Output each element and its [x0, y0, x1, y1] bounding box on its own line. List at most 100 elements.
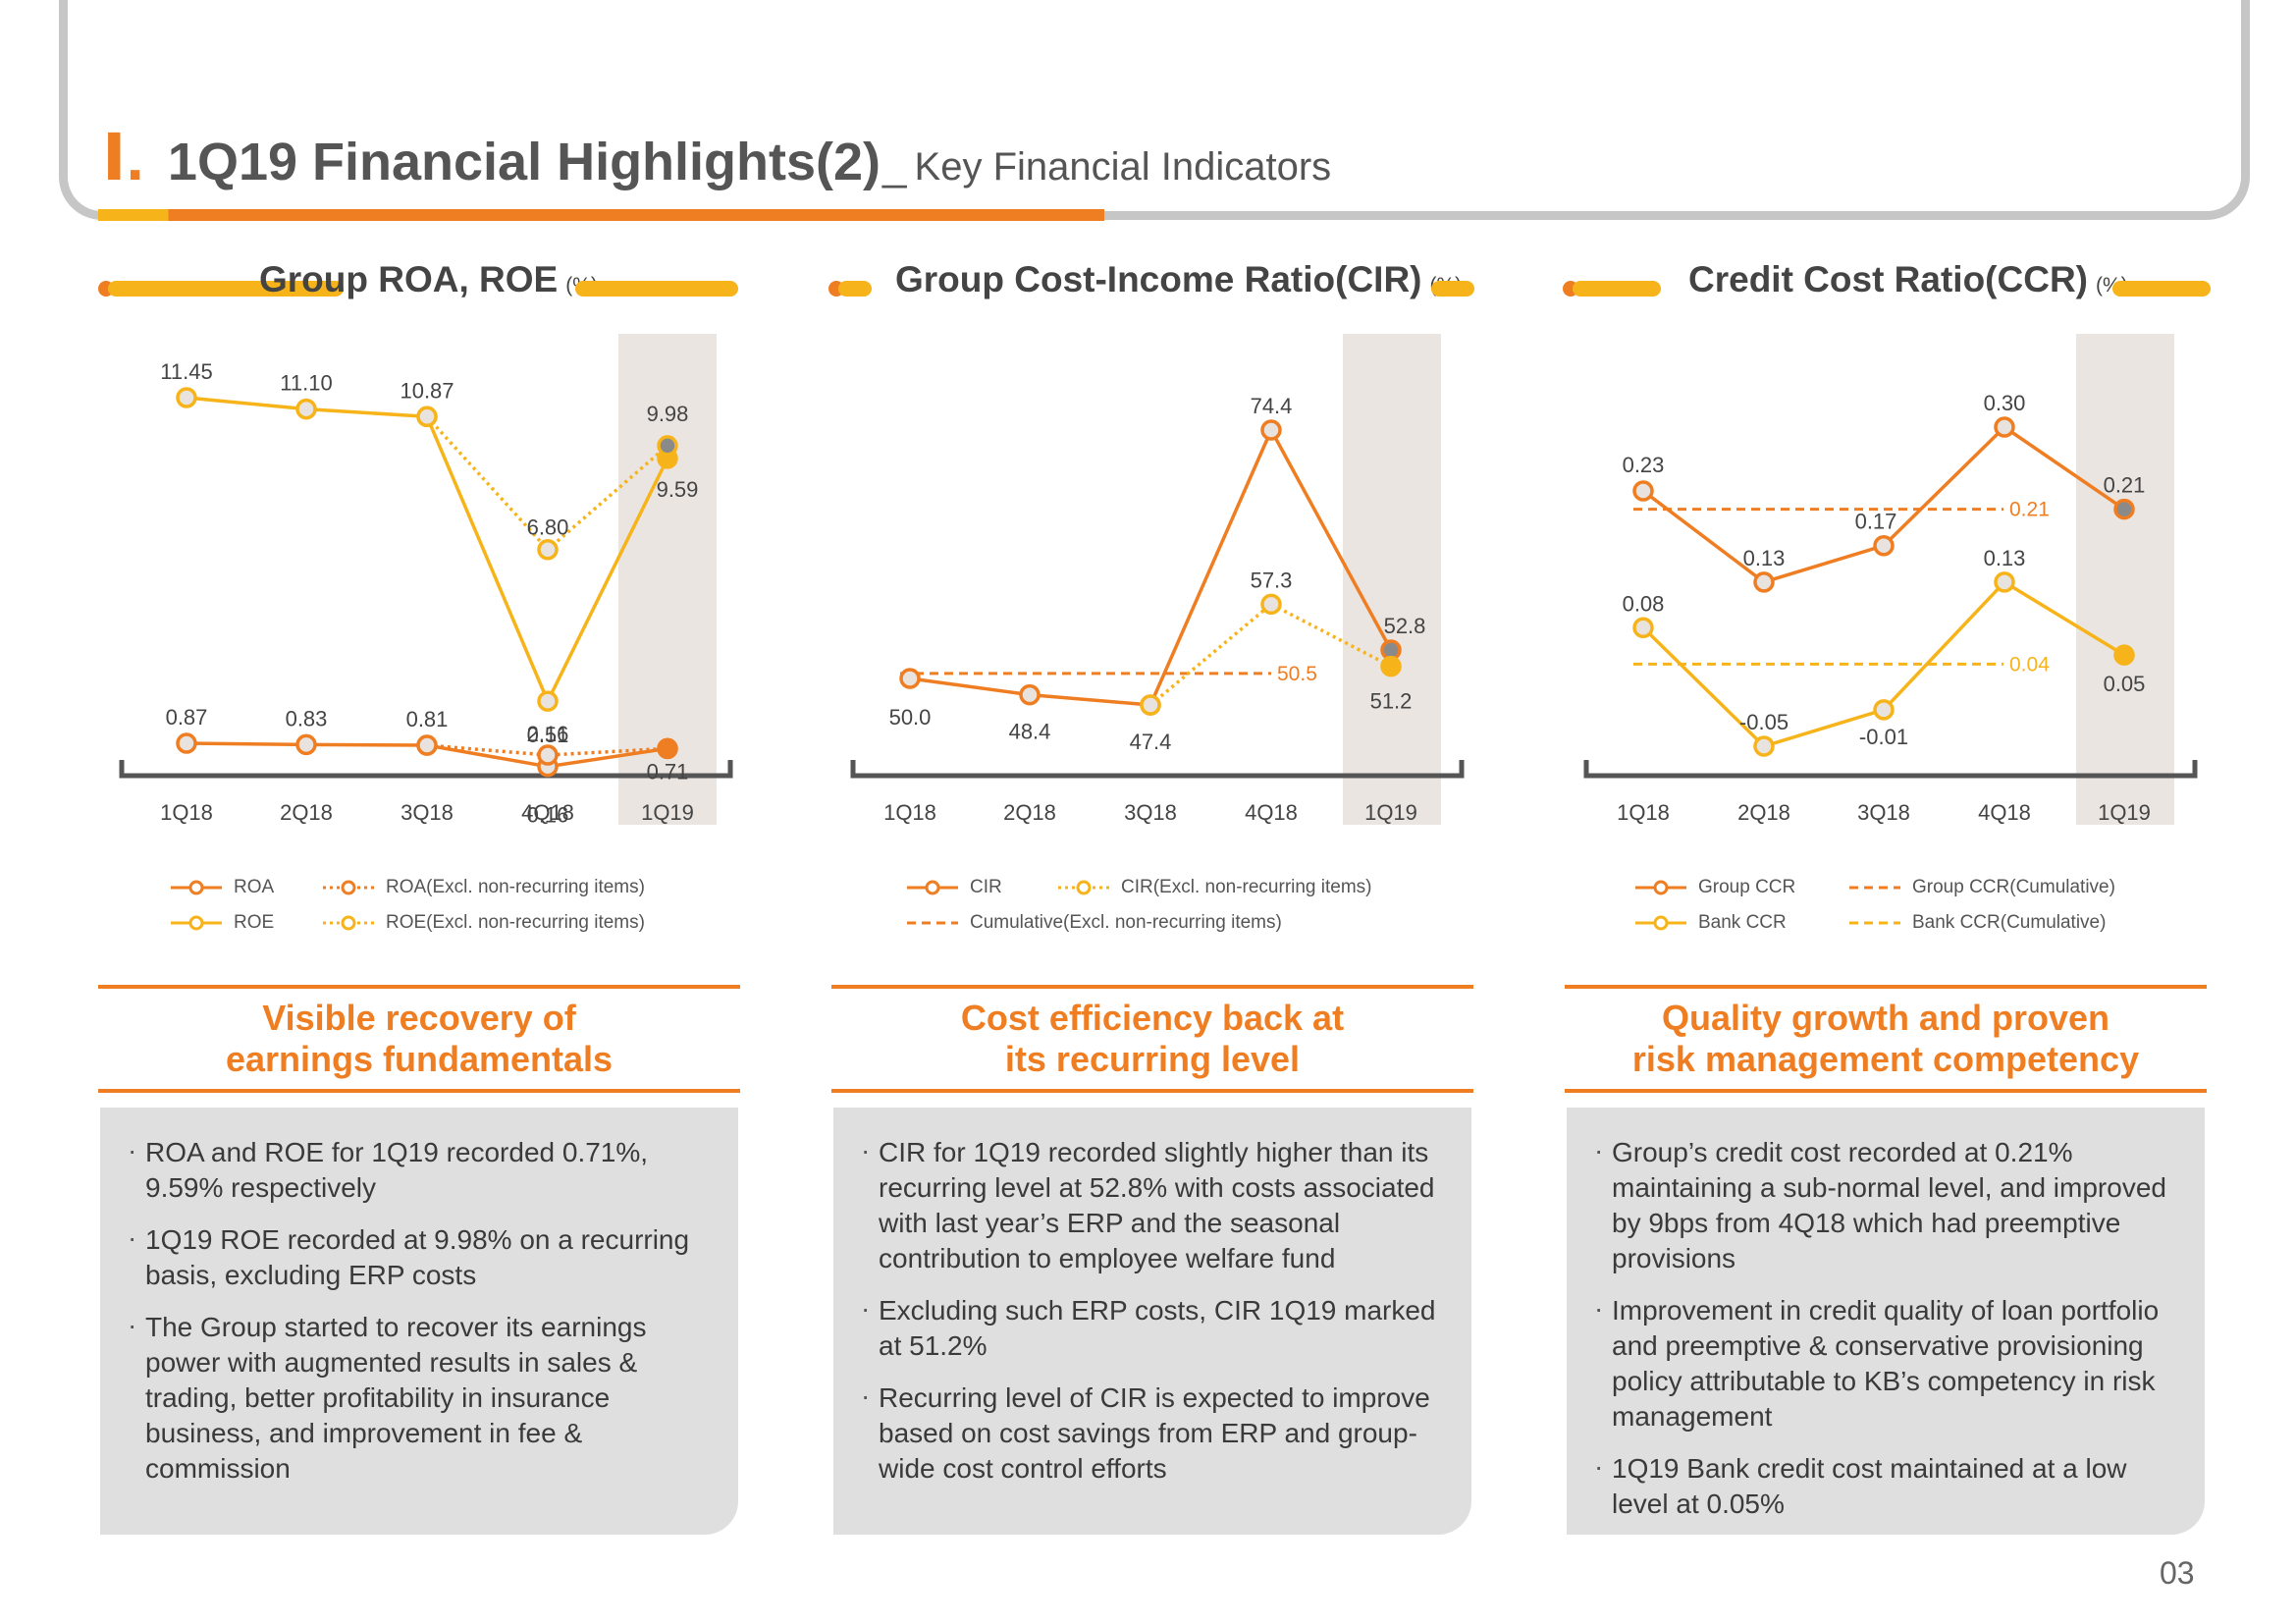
- x-tick-label: 3Q18: [400, 800, 454, 825]
- data-label: 0.83: [286, 706, 328, 731]
- data-label: 47.4: [1130, 730, 1172, 754]
- data-point: [537, 538, 559, 561]
- legend-item: ROA(Excl. non-recurring items): [321, 877, 645, 898]
- data-label: 0.81: [406, 707, 449, 731]
- chart-title-ccr: Credit Cost Ratio(CCR) (%): [1563, 259, 2211, 314]
- x-axis: [119, 760, 733, 779]
- data-label: 9.59: [657, 477, 699, 502]
- x-tick-label: 1Q18: [160, 800, 213, 825]
- legend-item: Group CCR: [1633, 877, 1795, 898]
- legend-swatch: [1058, 880, 1109, 895]
- data-point: [537, 690, 559, 712]
- chart-title-cir: Group Cost-Income Ratio(CIR)(%): [828, 259, 1474, 314]
- data-label: 0.13: [1743, 546, 1786, 570]
- data-label: 52.8: [1384, 614, 1426, 638]
- data-label: 74.4: [1251, 394, 1293, 418]
- legend-swatch: [323, 915, 374, 931]
- headline-ccr: Quality growth and proven risk managemen…: [1565, 985, 2207, 1093]
- data-point: [176, 732, 197, 754]
- chart-title-roa-roe: Group ROA, ROE(%): [98, 259, 738, 314]
- bullet-item: The Group started to recover its earning…: [128, 1308, 719, 1487]
- cir-chart: 50.5 1Q18 2Q18 3Q18 4Q18 1Q19 50.0 48.4 47.4 74.4…: [850, 334, 1465, 825]
- bullet-item: 1Q19 ROE recorded at 9.98% on a recurrin…: [128, 1220, 719, 1293]
- title-separator: _: [882, 141, 907, 189]
- legend-label: ROA(Excl. non-recurring items): [386, 877, 645, 897]
- x-tick-label: 1Q18: [883, 800, 936, 825]
- legend-label: Group CCR(Cumulative): [1912, 877, 2115, 897]
- x-tick-label: 1Q19: [2098, 800, 2151, 825]
- deco-pill: [1573, 281, 1661, 297]
- data-label: 0.87: [166, 705, 208, 730]
- legend-item: ROE: [169, 912, 274, 934]
- legend-marker: [188, 880, 204, 895]
- bullet-item: CIR for 1Q19 recorded slightly higher th…: [861, 1133, 1452, 1276]
- x-axis: [850, 760, 1465, 779]
- headline-text: Visible recovery of earnings fundamental…: [225, 998, 614, 1079]
- legend-item: Group CCR(Cumulative): [1847, 877, 2115, 898]
- legend-swatch: [323, 880, 374, 895]
- data-point: [657, 737, 678, 760]
- data-label: 0.17: [1855, 510, 1897, 534]
- legend-item: Cumulative(Excl. non-recurring items): [905, 912, 1282, 934]
- highlight-band: [1343, 334, 1441, 825]
- series-line: [426, 743, 668, 757]
- x-tick-label: 4Q18: [1978, 800, 2031, 825]
- legend-label: Bank CCR: [1698, 912, 1787, 933]
- data-point: [1994, 571, 2015, 593]
- data-point: [1260, 593, 1282, 616]
- legend-swatch: [1635, 880, 1686, 895]
- series-line: [1641, 424, 2125, 584]
- legend-label: CIR: [970, 877, 1002, 897]
- x-tick-label: 4Q18: [1245, 800, 1298, 825]
- data-point: [1140, 694, 1161, 716]
- data-label: 48.4: [1009, 720, 1051, 744]
- bullet-item: Recurring level of CIR is expected to im…: [861, 1379, 1452, 1487]
- roa-roe-chart: 1Q18 2Q18 3Q18 4Q18 1Q19 0.87 0.83 0.81 0.16 0.71…: [119, 334, 733, 828]
- bullet-item: Group’s credit cost recorded at 0.21% ma…: [1594, 1133, 2185, 1276]
- data-point: [537, 744, 559, 766]
- data-label: 0.16: [527, 803, 569, 828]
- legend-swatch: [1849, 921, 1900, 925]
- data-point: [295, 398, 317, 420]
- legend-swatch: [1849, 886, 1900, 890]
- header-frame: [59, 0, 2250, 220]
- legend-item: Bank CCR: [1633, 912, 1787, 934]
- reference-label: 50.5: [1277, 663, 1317, 685]
- data-point: [1632, 617, 1654, 639]
- x-tick-label: 1Q19: [641, 800, 694, 825]
- legend-marker: [1653, 880, 1669, 895]
- cir-legend: CIR CIR(Excl. non-recurring items) Cumul…: [905, 877, 1494, 936]
- data-point: [657, 435, 678, 457]
- headline-text: Cost efficiency back at its recurring le…: [960, 998, 1345, 1079]
- x-tick-label: 2Q18: [280, 800, 333, 825]
- deco-pill: [838, 281, 872, 297]
- page-title: Ⅰ. 1Q19 Financial Highlights(2) _ Key Fi…: [102, 120, 1331, 195]
- highlight-band: [2076, 334, 2174, 825]
- bullets-ccr: Group’s credit cost recorded at 0.21% ma…: [1567, 1108, 2205, 1535]
- title-main: 1Q19 Financial Highlights(2): [167, 133, 881, 191]
- data-point: [1753, 735, 1775, 757]
- data-label: 0.51: [527, 723, 569, 747]
- legend-label: Cumulative(Excl. non-recurring items): [970, 912, 1282, 933]
- data-label: 11.45: [160, 359, 212, 384]
- data-label: 50.0: [889, 705, 932, 730]
- data-point: [1873, 534, 1895, 557]
- legend-swatch: [171, 880, 222, 895]
- data-point: [899, 668, 921, 689]
- bullet-item: Excluding such ERP costs, CIR 1Q19 marke…: [861, 1291, 1452, 1364]
- reference-label: 0.21: [2009, 499, 2050, 521]
- data-point: [1260, 419, 1282, 441]
- data-label: 0.08: [1623, 591, 1665, 616]
- legend-item: CIR: [905, 877, 1002, 898]
- legend-label: Group CCR: [1698, 877, 1796, 897]
- data-label: -0.05: [1739, 710, 1789, 734]
- data-label: 0.05: [2104, 672, 2146, 696]
- header-accent-bar: [98, 209, 1104, 221]
- headline-text: Quality growth and proven risk managemen…: [1631, 998, 2140, 1079]
- deco-pill: [2112, 281, 2211, 297]
- bullets-cir: CIR for 1Q19 recorded slightly higher th…: [833, 1108, 1471, 1535]
- data-point: [1753, 571, 1775, 593]
- data-label: 0.23: [1623, 453, 1665, 477]
- roa-roe-legend: ROA ROA(Excl. non-recurring items) ROE R…: [169, 877, 758, 936]
- ccr-chart: 0.21 0.04 1Q18 2Q18 3Q18 4Q18 1Q19 0.23 0.13 0.17…: [1583, 334, 2198, 825]
